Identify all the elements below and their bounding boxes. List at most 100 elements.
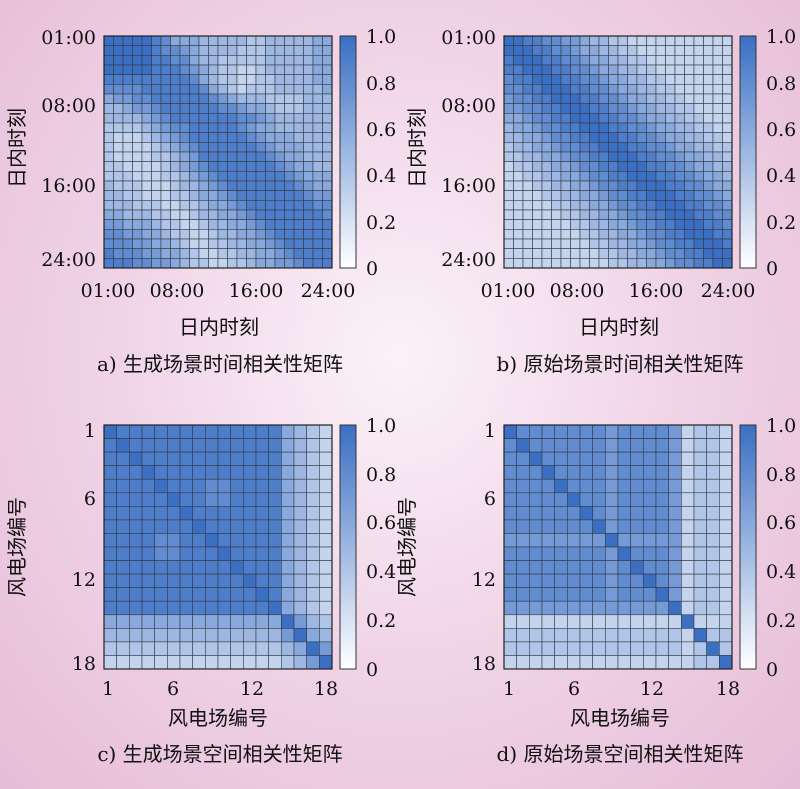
x-axis-label: 日内时刻 [579, 315, 659, 339]
heatmap-cell [598, 151, 609, 162]
heatmap-cell [684, 258, 695, 269]
heatmap-cell [589, 190, 600, 201]
heatmap-cell [516, 614, 530, 629]
heatmap-cell [129, 424, 143, 439]
heatmap-cell [617, 248, 628, 259]
heatmap-cell [160, 64, 171, 75]
heatmap-cell [541, 600, 555, 616]
heatmap-cell [154, 492, 168, 507]
heatmap-cell [513, 161, 524, 172]
heatmap-cell [132, 190, 143, 201]
heatmap-cell [312, 74, 323, 85]
heatmap-cell [132, 84, 143, 95]
heatmap-cell [160, 35, 171, 46]
heatmap-cell [598, 45, 609, 56]
heatmap-cell [179, 113, 190, 124]
heatmap-cell [217, 84, 228, 95]
heatmap-cell [167, 546, 181, 561]
heatmap-cell [503, 478, 517, 494]
colorbar-tick-label: 0.6 [766, 512, 796, 534]
heatmap-cell [703, 74, 714, 85]
heatmap-cell [636, 238, 647, 249]
heatmap-cell [706, 519, 720, 534]
heatmap-cell [312, 64, 323, 75]
x-tick-label: 18 [314, 678, 338, 700]
heatmap-cell [179, 573, 193, 588]
heatmap-cell [246, 55, 257, 66]
heatmap-cell [274, 171, 285, 182]
heatmap-cell [513, 171, 524, 182]
heatmap-cell [322, 74, 333, 85]
heatmap-cell [608, 132, 619, 143]
heatmap-cell [208, 64, 219, 75]
heatmap-cell [684, 93, 695, 104]
heatmap-cell [274, 122, 285, 133]
heatmap-cell [636, 122, 647, 133]
heatmap-cell [227, 258, 238, 269]
heatmap-cell [208, 45, 219, 56]
heatmap-cell [255, 151, 266, 162]
heatmap-cell [217, 465, 231, 480]
heatmap-cell [592, 492, 606, 507]
heatmap-cell [293, 190, 304, 201]
heatmap-cell [503, 64, 514, 75]
heatmap-cell [551, 229, 562, 240]
heatmap-cell [236, 132, 247, 143]
heatmap-cell [179, 93, 190, 104]
heatmap-cell [522, 171, 533, 182]
heatmap-cell [116, 438, 130, 453]
heatmap-cell [246, 161, 257, 172]
heatmap-cell [681, 438, 695, 453]
heatmap-cell [513, 180, 524, 191]
heatmap-cell [151, 209, 162, 220]
heatmap-cell [116, 587, 130, 602]
heatmap-cell [205, 438, 219, 453]
heatmap-cell [284, 132, 295, 143]
heatmap-cell [170, 161, 181, 172]
heatmap-cell [243, 506, 257, 521]
heatmap-cell [132, 55, 143, 66]
heatmap-cell [246, 103, 257, 114]
heatmap-cell [227, 209, 238, 220]
heatmap-cell [627, 209, 638, 220]
heatmap-cell [598, 93, 609, 104]
heatmap-cell [103, 132, 114, 143]
heatmap-cell [693, 142, 704, 153]
heatmap-cell [541, 465, 555, 480]
heatmap-cell [567, 600, 581, 616]
heatmap-cell [293, 600, 307, 616]
heatmap-cell [703, 258, 714, 269]
heatmap-cell [541, 229, 552, 240]
heatmap-cell [319, 546, 333, 561]
heatmap-cell [646, 74, 657, 85]
heatmap-cell [503, 200, 514, 211]
heatmap-cell [522, 55, 533, 66]
heatmap-cell [179, 546, 193, 561]
heatmap-cell [516, 451, 530, 466]
heatmap-cell [255, 103, 266, 114]
heatmap-cell [630, 560, 644, 575]
heatmap-cell [592, 519, 606, 534]
heatmap-cell [236, 171, 247, 182]
heatmap-cell [170, 200, 181, 211]
heatmap-cell [541, 190, 552, 201]
heatmap-cell [522, 103, 533, 114]
heatmap-cell [693, 113, 704, 124]
heatmap-cell [627, 161, 638, 172]
heatmap-cell [608, 180, 619, 191]
heatmap-cell [154, 573, 168, 588]
heatmap-cell [570, 84, 581, 95]
heatmap-cell [192, 506, 206, 521]
heatmap-cell [303, 103, 314, 114]
heatmap-cell [230, 614, 244, 629]
heatmap-cell [608, 84, 619, 95]
heatmap-cell [532, 229, 543, 240]
heatmap-cell [122, 35, 133, 46]
heatmap-cell [541, 132, 552, 143]
colorbar-tick-label: 0.4 [366, 165, 396, 187]
heatmap-cell [503, 641, 517, 656]
heatmap-cell [217, 506, 231, 521]
heatmap-cell [255, 142, 266, 153]
heatmap-cell [284, 45, 295, 56]
heatmap-cell [598, 161, 609, 172]
